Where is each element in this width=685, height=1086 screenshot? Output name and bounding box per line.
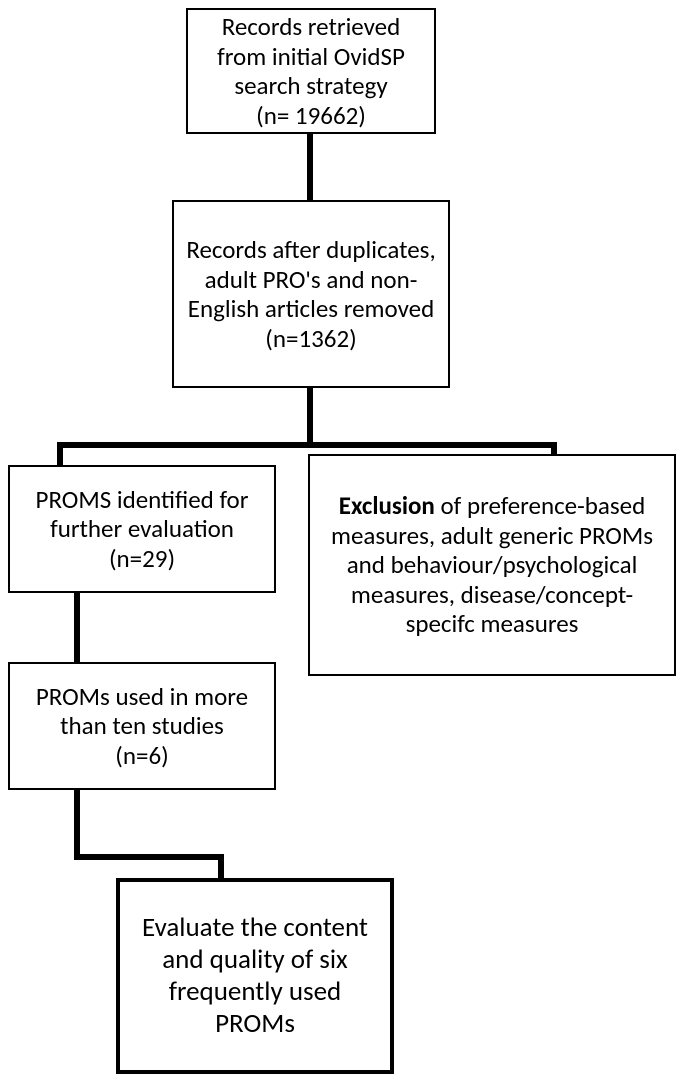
flow-node-n5: PROMs used in more than ten studies(n=6) <box>8 662 276 790</box>
connector-3 <box>57 442 63 465</box>
connector-6 <box>74 790 80 860</box>
connector-1 <box>307 388 313 448</box>
flow-node-n2: Records after duplicates, adult PRO's an… <box>172 200 450 388</box>
flow-node-label: Exclusion of preference-based measures, … <box>318 491 666 639</box>
connector-2 <box>57 442 557 448</box>
connector-5 <box>74 593 80 662</box>
flow-node-label: PROMS identified for further evaluation(… <box>18 485 266 574</box>
flow-node-label: Evaluate the content and quality of six … <box>128 912 382 1039</box>
flow-node-label: Records retrieved from initial OvidSP se… <box>196 12 426 130</box>
connector-8 <box>218 854 224 878</box>
flow-node-n1: Records retrieved from initial OvidSP se… <box>186 8 436 134</box>
flow-node-label: PROMs used in more than ten studies(n=6) <box>18 682 266 771</box>
flow-node-n3: PROMS identified for further evaluation(… <box>8 465 276 593</box>
connector-4 <box>551 442 557 454</box>
flow-node-n6: Evaluate the content and quality of six … <box>116 878 394 1074</box>
connector-0 <box>307 134 313 200</box>
flow-node-label: Records after duplicates, adult PRO's an… <box>182 235 440 353</box>
flow-node-n4: Exclusion of preference-based measures, … <box>308 454 676 676</box>
connector-7 <box>74 854 224 860</box>
